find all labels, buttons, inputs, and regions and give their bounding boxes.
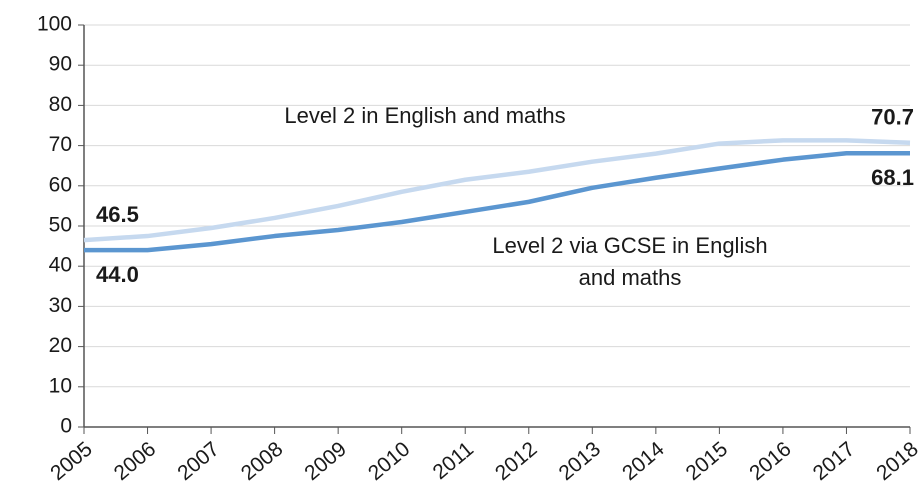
y-tick-label: 20 [49,334,72,357]
value-label: 70.7 [871,105,914,130]
value-label: 68.1 [871,165,914,190]
x-tick-label: 2013 [555,437,606,485]
value-label: 44.0 [96,262,139,287]
y-tick-label: 40 [49,254,72,277]
x-tick-label: 2009 [300,437,351,485]
y-tick-label: 80 [49,93,72,116]
y-tick-label: 60 [49,173,72,196]
x-tick-label: 2016 [745,437,796,485]
x-tick-label: 2014 [618,437,669,485]
value-label: 46.5 [96,202,139,227]
x-tick-label: 2015 [682,437,733,485]
y-tick-label: 100 [37,13,72,36]
line [84,150,910,253]
y-tick-label: 0 [60,415,72,438]
x-tick-label: 2010 [364,437,415,485]
x-tick-label: 2017 [809,437,860,485]
y-tick-label: 30 [49,294,72,317]
line [83,138,911,243]
y-tick-label: 70 [49,133,72,156]
x-tick-label: 2008 [237,437,288,485]
x-tick-label: 2007 [173,437,224,485]
x-tick-label: 2012 [491,437,542,485]
series-label: Level 2 in English and maths [284,103,566,128]
y-tick-label: 10 [49,374,72,397]
x-tick-label: 2006 [110,437,161,485]
y-tick-label: 90 [49,53,72,76]
x-tick-label: 2011 [429,437,478,484]
x-tick-label: 2018 [872,437,920,485]
y-tick-label: 50 [49,214,72,237]
series-label: Level 2 via GCSE in English and maths [492,233,768,290]
x-tick-label: 2005 [46,437,97,485]
